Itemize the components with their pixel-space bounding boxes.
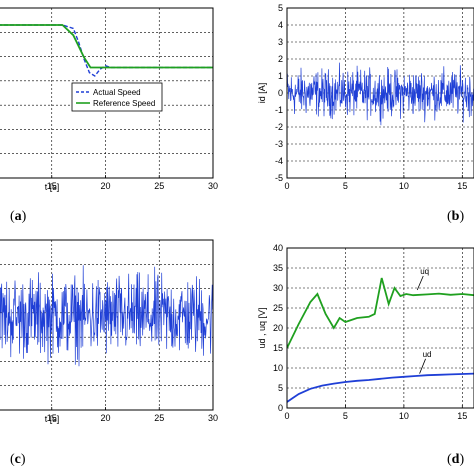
- y-tick-label-b-3: -2: [275, 122, 283, 132]
- series-line-d-1: [287, 372, 474, 403]
- y-tick-label-d-0: 0: [278, 403, 283, 413]
- series-group-b: [287, 62, 474, 126]
- annotation-arrow-d-1: [419, 358, 426, 374]
- panel-label-b: (b): [447, 209, 464, 224]
- x-tick-label-d-0: 0: [284, 411, 289, 421]
- y-tick-label-b-2: -3: [275, 139, 283, 149]
- series-group-a: [0, 24, 213, 77]
- x-tick-label-a-3: 30: [208, 181, 218, 191]
- y-tick-label-d-4: 20: [273, 323, 283, 333]
- y-tick-label-b-5: 0: [278, 88, 283, 98]
- x-tick-label-b-1: 5: [343, 181, 348, 191]
- x-tick-label-b-3: 15: [457, 181, 467, 191]
- series-line-c-0: [0, 265, 213, 367]
- x-tick-label-d-1: 5: [343, 411, 348, 421]
- x-tick-label-a-2: 25: [154, 181, 164, 191]
- y-tick-label-d-1: 5: [278, 383, 283, 393]
- plot-frame-b: [286, 7, 474, 179]
- legend-entry-a-1: Reference Speed: [93, 99, 155, 108]
- y-tick-label-b-1: -4: [275, 156, 283, 166]
- panel-label-d: (d): [447, 452, 464, 467]
- y-axis-label-d: ud , uq [V]: [257, 307, 267, 348]
- x-tick-label-b-0: 0: [284, 181, 289, 191]
- x-tick-label-c-0: 15: [47, 413, 57, 423]
- y-tick-label-d-2: 10: [273, 363, 283, 373]
- y-tick-label-b-4: -1: [275, 105, 283, 115]
- panel-a: 15 20 25 30 t [s] Actual Speed Reference Speed: [0, 7, 218, 192]
- plot-frame-d: [286, 247, 474, 409]
- panel-b: 0 5 10 15 -5 -4 -3 -2 -1 0 1 2 3 4 5 id [A]: [257, 3, 474, 191]
- series-line-d-0: [287, 277, 474, 349]
- y-tick-label-b-9: 4: [278, 20, 283, 30]
- legend-box-a: [71, 82, 163, 112]
- annotation-arrow-d-0: [416, 275, 424, 291]
- x-tick-label-c-1: 20: [100, 413, 110, 423]
- series-line-b-0: [287, 62, 474, 126]
- panel-label-c: (c): [10, 452, 26, 467]
- series-group-c: [0, 265, 213, 367]
- y-tick-label-b-6: 1: [278, 71, 283, 81]
- y-tick-label-d-7: 35: [273, 263, 283, 273]
- annotation-d-1: ud: [423, 350, 432, 359]
- x-tick-label-d-2: 10: [399, 411, 409, 421]
- y-tick-label-d-6: 30: [273, 283, 283, 293]
- annotation-d-0: uq: [420, 267, 429, 276]
- panel-c: 15 20 25 30 t [s]: [0, 239, 218, 424]
- legend-entry-a-0: Actual Speed: [93, 88, 141, 97]
- y-tick-label-d-8: 40: [273, 243, 283, 253]
- x-tick-label-a-1: 20: [100, 181, 110, 191]
- y-tick-label-d-5: 25: [273, 303, 283, 313]
- y-axis-label-b: id [A]: [257, 83, 267, 104]
- series-line-a-1: [0, 24, 213, 69]
- x-tick-label-c-2: 25: [154, 413, 164, 423]
- panel-d: 0 5 10 15 0 5 10 15 20 25 30 35 40 ud , uq [V] uq ud: [257, 243, 474, 421]
- series-group-d: [287, 277, 474, 403]
- y-tick-label-b-0: -5: [275, 173, 283, 183]
- y-tick-label-b-7: 2: [278, 54, 283, 64]
- x-axis-label-c: t [s]: [45, 414, 60, 424]
- panel-label-a: (a): [10, 209, 27, 224]
- x-tick-label-a-0: 15: [47, 181, 57, 191]
- y-tick-label-b-10: 5: [278, 3, 283, 13]
- x-tick-label-b-2: 10: [399, 181, 409, 191]
- y-tick-label-b-8: 3: [278, 37, 283, 47]
- y-tick-label-d-3: 15: [273, 343, 283, 353]
- x-tick-label-d-3: 15: [457, 411, 467, 421]
- x-axis-label-a: t [s]: [45, 182, 60, 192]
- x-tick-label-c-3: 30: [208, 413, 218, 423]
